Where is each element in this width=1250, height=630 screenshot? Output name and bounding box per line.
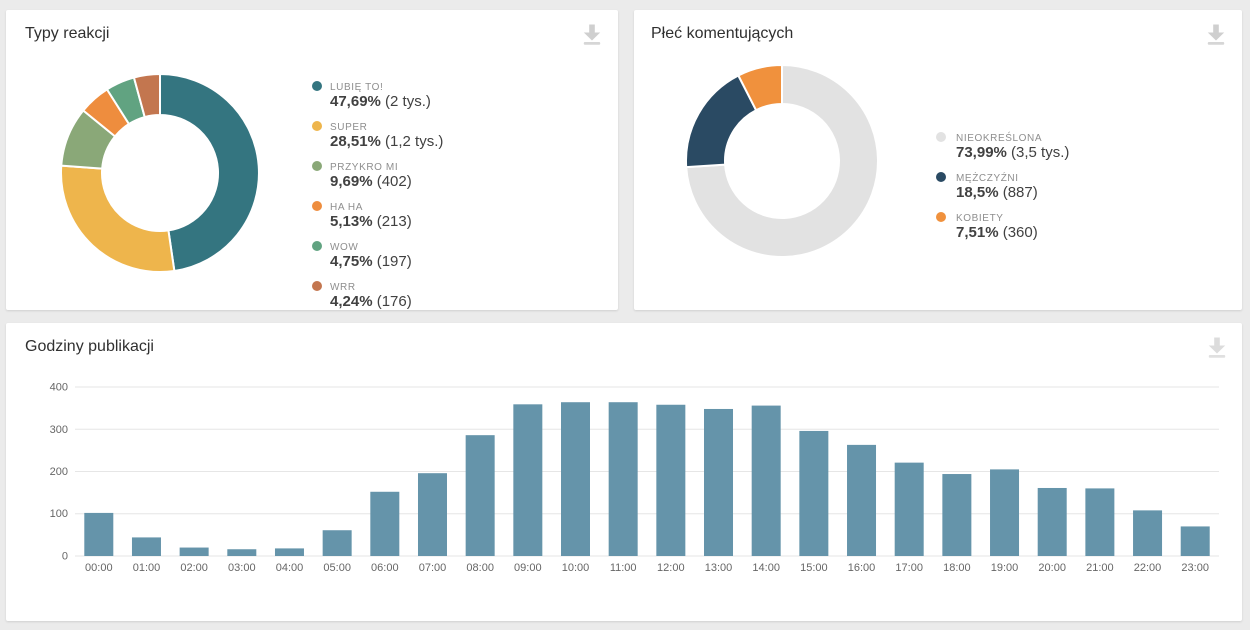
svg-text:07:00: 07:00: [419, 562, 447, 574]
svg-text:15:00: 15:00: [800, 562, 828, 574]
svg-text:08:00: 08:00: [466, 562, 494, 574]
svg-text:00:00: 00:00: [85, 562, 113, 574]
svg-text:0: 0: [62, 551, 68, 563]
svg-text:100: 100: [50, 508, 68, 520]
svg-text:02:00: 02:00: [180, 562, 208, 574]
svg-text:400: 400: [50, 382, 68, 394]
svg-text:20:00: 20:00: [1038, 562, 1066, 574]
svg-text:13:00: 13:00: [705, 562, 733, 574]
svg-text:17:00: 17:00: [895, 562, 923, 574]
svg-text:14:00: 14:00: [752, 562, 780, 574]
svg-text:11:00: 11:00: [610, 562, 637, 574]
svg-text:300: 300: [50, 424, 68, 436]
svg-text:03:00: 03:00: [228, 562, 256, 574]
svg-text:18:00: 18:00: [943, 562, 971, 574]
svg-text:21:00: 21:00: [1086, 562, 1114, 574]
svg-text:22:00: 22:00: [1134, 562, 1162, 574]
svg-text:04:00: 04:00: [276, 562, 304, 574]
svg-text:23:00: 23:00: [1181, 562, 1209, 574]
svg-text:200: 200: [50, 466, 68, 478]
svg-text:19:00: 19:00: [991, 562, 1019, 574]
svg-text:16:00: 16:00: [848, 562, 876, 574]
svg-text:12:00: 12:00: [657, 562, 685, 574]
svg-text:09:00: 09:00: [514, 562, 542, 574]
svg-text:05:00: 05:00: [323, 562, 351, 574]
svg-text:01:00: 01:00: [133, 562, 161, 574]
svg-text:10:00: 10:00: [562, 562, 590, 574]
svg-text:06:00: 06:00: [371, 562, 399, 574]
